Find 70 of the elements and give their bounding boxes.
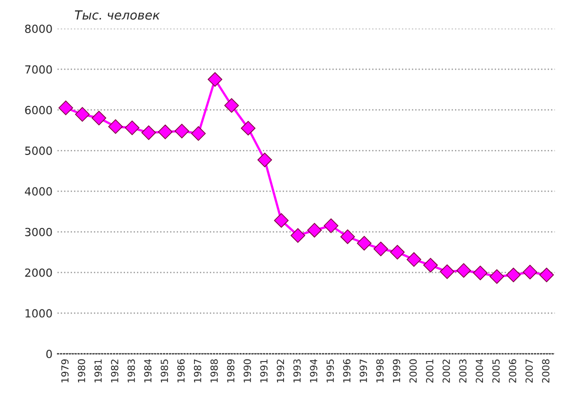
point xyxy=(406,252,422,267)
point xyxy=(522,264,538,280)
x-tick-label: 1981 xyxy=(94,360,102,382)
x-tick-label: 1998 xyxy=(376,359,384,382)
point xyxy=(472,266,488,280)
point xyxy=(390,244,405,260)
point xyxy=(539,268,554,282)
point xyxy=(141,125,156,140)
y-axis-title: Тыс. человек xyxy=(74,10,160,20)
point xyxy=(440,264,454,279)
point xyxy=(324,218,338,234)
x-tick-label: 2004 xyxy=(476,359,484,383)
x-tick-label: 2002 xyxy=(442,360,450,383)
y-tick-label: 8000 xyxy=(25,24,52,34)
x-tick-label: 1993 xyxy=(293,359,301,382)
x-tick-label: 1988 xyxy=(210,359,218,382)
y-tick-label: 0 xyxy=(46,350,52,358)
x-tick-label: 2006 xyxy=(508,359,516,383)
y-tick-label: 7000 xyxy=(25,65,52,74)
x-tick-label: 2007 xyxy=(525,359,533,383)
y-tick-label: 3000 xyxy=(25,228,52,236)
x-tick-label: 1994 xyxy=(310,359,318,382)
x-tick-label: 2005 xyxy=(492,359,500,383)
x-tick-label: 1999 xyxy=(392,359,400,382)
x-tick-label: 1985 xyxy=(160,359,168,382)
x-tick-label: 1984 xyxy=(144,359,152,382)
y-tick-label: 2000 xyxy=(25,268,52,277)
x-tick-label: 1997 xyxy=(360,359,368,382)
point xyxy=(307,222,322,238)
x-tick-label: 2003 xyxy=(459,359,467,383)
point xyxy=(290,228,306,243)
point xyxy=(108,119,123,134)
point xyxy=(208,72,222,87)
point xyxy=(224,98,239,113)
point xyxy=(124,120,140,136)
x-tick-label: 1992 xyxy=(276,360,284,382)
point xyxy=(506,268,521,282)
point xyxy=(340,229,355,244)
x-tick-label: 1987 xyxy=(194,359,202,382)
x-tick-label: 1982 xyxy=(110,360,118,382)
point xyxy=(423,258,438,272)
y-tick-label: 1000 xyxy=(26,309,52,318)
point xyxy=(191,126,206,141)
point xyxy=(257,152,272,168)
point xyxy=(58,100,74,116)
point xyxy=(92,110,106,126)
y-tick-label: 4000 xyxy=(24,187,52,196)
x-tick-label: 1991 xyxy=(260,360,268,382)
point xyxy=(374,242,388,256)
y-tick-label: 6000 xyxy=(25,106,52,114)
x-tick-label: 1995 xyxy=(326,359,334,382)
point xyxy=(174,124,190,138)
x-tick-label: 1983 xyxy=(128,359,135,382)
point xyxy=(356,236,372,251)
point xyxy=(75,107,90,122)
x-tick-label: 1986 xyxy=(177,359,185,382)
x-tick-label: 1996 xyxy=(343,359,350,382)
point xyxy=(456,263,471,278)
x-tick-label: 1980 xyxy=(78,359,86,382)
point xyxy=(274,213,289,228)
x-tick-label: 2008 xyxy=(542,359,550,383)
point xyxy=(158,124,173,140)
y-tick-label: 5000 xyxy=(25,146,52,155)
x-tick-label: 1990 xyxy=(244,359,251,382)
point xyxy=(240,120,256,136)
x-tick-label: 2000 xyxy=(409,359,417,383)
x-tick-label: 2001 xyxy=(426,360,434,383)
x-tick-label: 1989 xyxy=(227,359,234,382)
point xyxy=(490,269,504,284)
x-tick-label: 1979 xyxy=(61,359,69,382)
